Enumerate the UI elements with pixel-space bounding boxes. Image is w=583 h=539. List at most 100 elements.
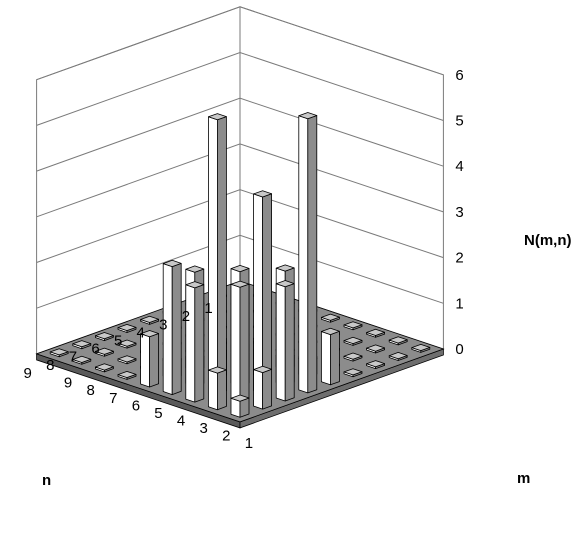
bar-face-front: [253, 193, 264, 394]
m-tick-label: 5: [154, 405, 162, 422]
bar-face-top: [343, 368, 363, 376]
bar-m7-n9: [185, 281, 205, 403]
n-tick-label: 9: [24, 365, 32, 382]
bar-face-top: [320, 313, 340, 321]
bar-m1-n7: [95, 332, 114, 342]
bar-face-top: [366, 328, 386, 336]
bar-m9-n1: [411, 343, 431, 353]
bar-face-top: [298, 112, 318, 120]
m-tick-label: 8: [87, 382, 95, 399]
bar-face-top: [49, 348, 69, 356]
bar-face-top: [117, 370, 137, 379]
bar-face-top: [207, 366, 227, 374]
bar-face-front: [207, 116, 218, 395]
chart-bars: [49, 112, 431, 418]
bar-face-top: [185, 281, 205, 289]
bar-m9-n3: [366, 360, 386, 370]
bar-face-front: [207, 369, 218, 411]
bar-m6-n9: [162, 259, 182, 396]
m-tick-label: 1: [245, 435, 253, 452]
bar-face-side: [307, 115, 318, 394]
bar-m9-n6: [298, 112, 318, 394]
bar-face-side: [262, 368, 273, 410]
chart-walls: [36, 6, 444, 355]
bar-m8-n2: [366, 344, 386, 354]
bar-face-top: [230, 280, 250, 288]
n-tick-label: 6: [91, 341, 99, 358]
n-axis-title: n: [42, 472, 51, 489]
bar-face-top: [207, 113, 227, 121]
bar-face-top: [140, 315, 160, 323]
bar-face-top: [343, 336, 363, 345]
bar-face-top: [411, 343, 431, 352]
bar-m1-n5: [140, 315, 160, 325]
bar-face-front: [275, 283, 286, 402]
n-tick-label: 8: [46, 357, 54, 374]
bar-face-top: [366, 344, 386, 352]
bar-face-top: [162, 259, 182, 268]
bar-face-top: [230, 264, 250, 273]
m-axis-title: m: [517, 470, 530, 487]
bar-m2-n8: [95, 347, 114, 357]
bar-face-top: [72, 355, 92, 363]
bar-face-side: [239, 283, 250, 403]
bar-m1-n6: [117, 323, 137, 333]
bar-m8-n3: [343, 352, 363, 362]
gridline: [36, 97, 444, 172]
z-tick-label: 3: [455, 204, 463, 221]
bar-face-top: [117, 339, 137, 347]
bar-m9-n8: [253, 365, 273, 410]
bar-m5-n1: [320, 313, 340, 323]
bar-m8-n7: [253, 190, 273, 394]
bar-face-top: [253, 190, 273, 198]
bar-m8-n8: [230, 280, 250, 403]
bar-face-side: [216, 116, 227, 395]
bar-face-top: [185, 265, 205, 273]
m-tick-label: 2: [222, 428, 230, 445]
bar-m7-n2: [343, 336, 363, 346]
m-tick-label: 7: [109, 390, 117, 407]
gridline: [36, 51, 444, 126]
bar-face-front: [253, 369, 264, 410]
z-tick-label: 5: [455, 113, 463, 130]
bar-face-top: [275, 264, 295, 272]
bar-m9-n4: [343, 368, 363, 378]
bar-face-top: [366, 360, 386, 368]
bar-face-front: [320, 331, 331, 386]
gridline: [36, 6, 444, 81]
bar-m9-n5: [320, 327, 340, 386]
z-tick-label: 1: [455, 295, 463, 312]
bar-m9-n9: [230, 394, 250, 418]
bar-face-top: [253, 365, 273, 374]
gridline: [36, 234, 444, 309]
z-tick-label: 4: [455, 158, 463, 175]
bar-face-front: [230, 283, 241, 403]
bar-face-front: [140, 333, 151, 388]
bar-face-side: [194, 284, 205, 403]
bar-face-top: [95, 347, 114, 355]
n-tick-label: 2: [182, 308, 190, 325]
bar-m7-n1: [366, 328, 386, 338]
bar-m1-n8: [72, 340, 92, 350]
bar-m6-n1: [343, 321, 363, 331]
bar-face-top: [343, 321, 363, 329]
bar-face-top: [95, 363, 114, 371]
bar-face-top: [388, 351, 408, 360]
bar-m2-n7: [117, 339, 137, 349]
bar-face-top: [117, 323, 137, 332]
bar-m8-n1: [388, 336, 408, 346]
gridline: [36, 189, 444, 263]
bar-m5-n9: [140, 330, 160, 388]
bar-face-side: [329, 330, 340, 386]
bar-face-top: [320, 327, 340, 336]
bar-m2-n9: [72, 355, 92, 365]
bar-face-top: [388, 336, 408, 344]
n-tick-label: 7: [69, 349, 77, 366]
z-tick-label: 2: [455, 250, 463, 267]
z-tick-label: 0: [455, 341, 463, 358]
bar-face-side: [149, 333, 160, 388]
z-tick-label: 6: [455, 67, 463, 84]
bar-face-front: [298, 115, 309, 394]
